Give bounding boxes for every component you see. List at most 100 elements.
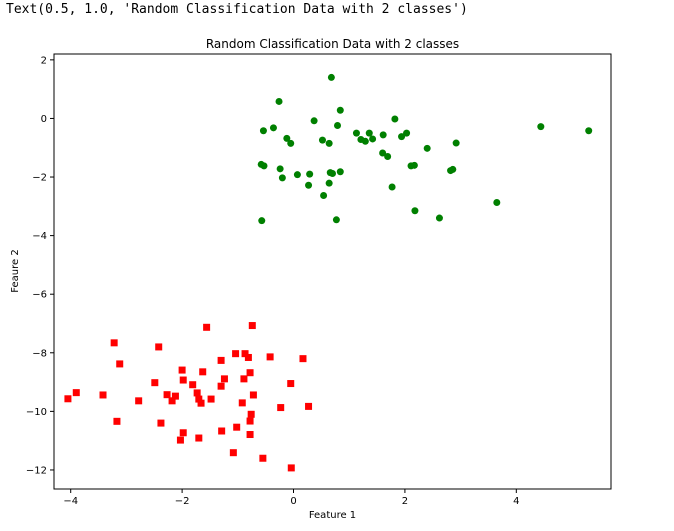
scatter-point-series-2 <box>110 339 118 347</box>
scatter-point-series-1 <box>278 174 286 182</box>
scatter-point-series-2 <box>217 356 225 364</box>
scatter-point-series-2 <box>64 395 72 403</box>
scatter-point-series-1 <box>435 214 443 222</box>
scatter-point-series-2 <box>266 353 274 361</box>
scatter-point-series-2 <box>99 391 107 399</box>
scatter-point-series-2 <box>218 427 226 435</box>
scatter-point-series-1 <box>325 179 333 187</box>
scatter-point-series-2 <box>179 376 187 384</box>
scatter-point-series-2 <box>197 399 205 407</box>
scatter-point-series-1 <box>306 170 314 178</box>
scatter-point-series-2 <box>238 399 246 407</box>
scatter-point-series-1 <box>336 168 344 176</box>
scatter-point-series-2 <box>249 391 257 399</box>
x-tick-label: 4 <box>513 496 519 507</box>
scatter-point-series-1 <box>369 135 377 143</box>
scatter-point-series-2 <box>155 343 163 351</box>
x-tick-label: −4 <box>63 496 78 507</box>
x-tick-label: 2 <box>402 496 408 507</box>
scatter-point-series-2 <box>240 375 248 383</box>
scatter-point-series-2 <box>189 381 197 389</box>
scatter-point-series-2 <box>179 429 187 437</box>
scatter-point-series-2 <box>217 382 225 390</box>
axis-ticks: −4 −2 0 2 4 2 0 −2 −4 −6 −8 −10 −12 <box>26 55 520 507</box>
scatter-point-series-1 <box>269 124 277 132</box>
scatter-point-series-1 <box>410 161 418 169</box>
scatter-point-series-2 <box>113 417 121 425</box>
scatter-point-series-2 <box>244 353 252 361</box>
scatter-point-series-2 <box>246 431 254 439</box>
scatter-point-series-1 <box>391 115 399 123</box>
y-tick-label: −10 <box>26 407 47 418</box>
scatter-point-series-1 <box>361 137 369 145</box>
scatter-point-series-2 <box>176 436 184 444</box>
y-tick-label: −6 <box>32 290 47 301</box>
y-tick-label: −8 <box>32 348 47 359</box>
scatter-point-series-1 <box>403 129 411 137</box>
scatter-point-series-1 <box>318 136 326 144</box>
y-tick-label: −4 <box>32 231 47 242</box>
scatter-point-series-1 <box>258 217 266 225</box>
scatter-point-series-1 <box>537 123 545 131</box>
scatter-point-series-2 <box>247 410 255 418</box>
scatter-point-series-1 <box>585 127 593 135</box>
scatter-point-series-2 <box>248 322 256 330</box>
scatter-point-series-2 <box>246 417 254 425</box>
scatter-point-series-1 <box>449 165 457 173</box>
scatter-point-series-1 <box>379 131 387 139</box>
scatter-point-series-1 <box>352 129 360 137</box>
scatter-point-series-2 <box>135 397 143 405</box>
scatter-point-series-1 <box>257 160 265 168</box>
scatter-point-series-1 <box>411 207 419 215</box>
scatter-point-series-1 <box>275 97 283 105</box>
scatter-point-series-2 <box>193 389 201 397</box>
scatter-point-series-2 <box>163 391 171 399</box>
y-tick-label: 0 <box>41 114 47 125</box>
scatter-point-series-1 <box>398 133 406 141</box>
x-tick-label: 0 <box>290 496 296 507</box>
scatter-point-series-2 <box>259 454 267 462</box>
scatter-point-series-2 <box>299 355 307 363</box>
scatter-point-series-2 <box>277 404 285 412</box>
scatter-point-series-2 <box>195 395 203 403</box>
scatter-point-series-2 <box>232 350 240 358</box>
scatter-point-series-2 <box>305 402 313 410</box>
scatter-point-series-2 <box>241 350 249 358</box>
scatter-point-series-1 <box>325 139 333 147</box>
scatter-point-series-1 <box>305 181 313 189</box>
scatter-point-series-2 <box>171 392 179 400</box>
chart-title: Random Classification Data with 2 classe… <box>206 37 459 51</box>
scatter-point-series-2 <box>203 323 211 331</box>
scatter-point-series-1 <box>310 117 318 125</box>
scatter-point-series-2 <box>195 434 203 442</box>
scatter-point-series-2 <box>157 419 165 427</box>
scatter-point-series-1 <box>259 127 267 135</box>
scatter-point-series-2 <box>220 375 228 383</box>
scatter-point-series-2 <box>199 368 207 376</box>
scatter-point-series-1 <box>276 165 284 173</box>
x-tick-label: −2 <box>175 496 190 507</box>
cell-output-text: Text(0.5, 1.0, 'Random Classification Da… <box>6 2 468 17</box>
scatter-point-series-2 <box>229 449 237 457</box>
plot-frame <box>53 53 612 490</box>
scatter-point-series-2 <box>178 366 186 374</box>
scatter-point-series-1 <box>327 73 335 81</box>
scatter-point-series-2 <box>287 380 295 388</box>
scatter-point-series-1 <box>332 216 340 224</box>
scatter-point-series-2 <box>168 397 176 405</box>
y-tick-label: −2 <box>32 173 47 184</box>
scatter-point-series-1 <box>365 129 373 137</box>
scatter-point-series-1 <box>493 199 501 207</box>
scatter-point-series-1 <box>287 139 295 147</box>
scatter-point-series-1 <box>388 183 396 191</box>
scatter-point-series-1 <box>283 134 291 142</box>
scatter-point-series-1 <box>452 139 460 147</box>
scatter-point-series-2 <box>151 379 159 387</box>
scatter-point-series-2 <box>287 464 295 472</box>
scatter-point-series-2 <box>116 360 124 368</box>
y-tick-label: 2 <box>41 55 47 66</box>
scatter-point-series-2 <box>246 369 254 377</box>
scatter-point-series-1 <box>320 191 328 199</box>
y-axis-label: Feaure 2 <box>10 249 21 292</box>
